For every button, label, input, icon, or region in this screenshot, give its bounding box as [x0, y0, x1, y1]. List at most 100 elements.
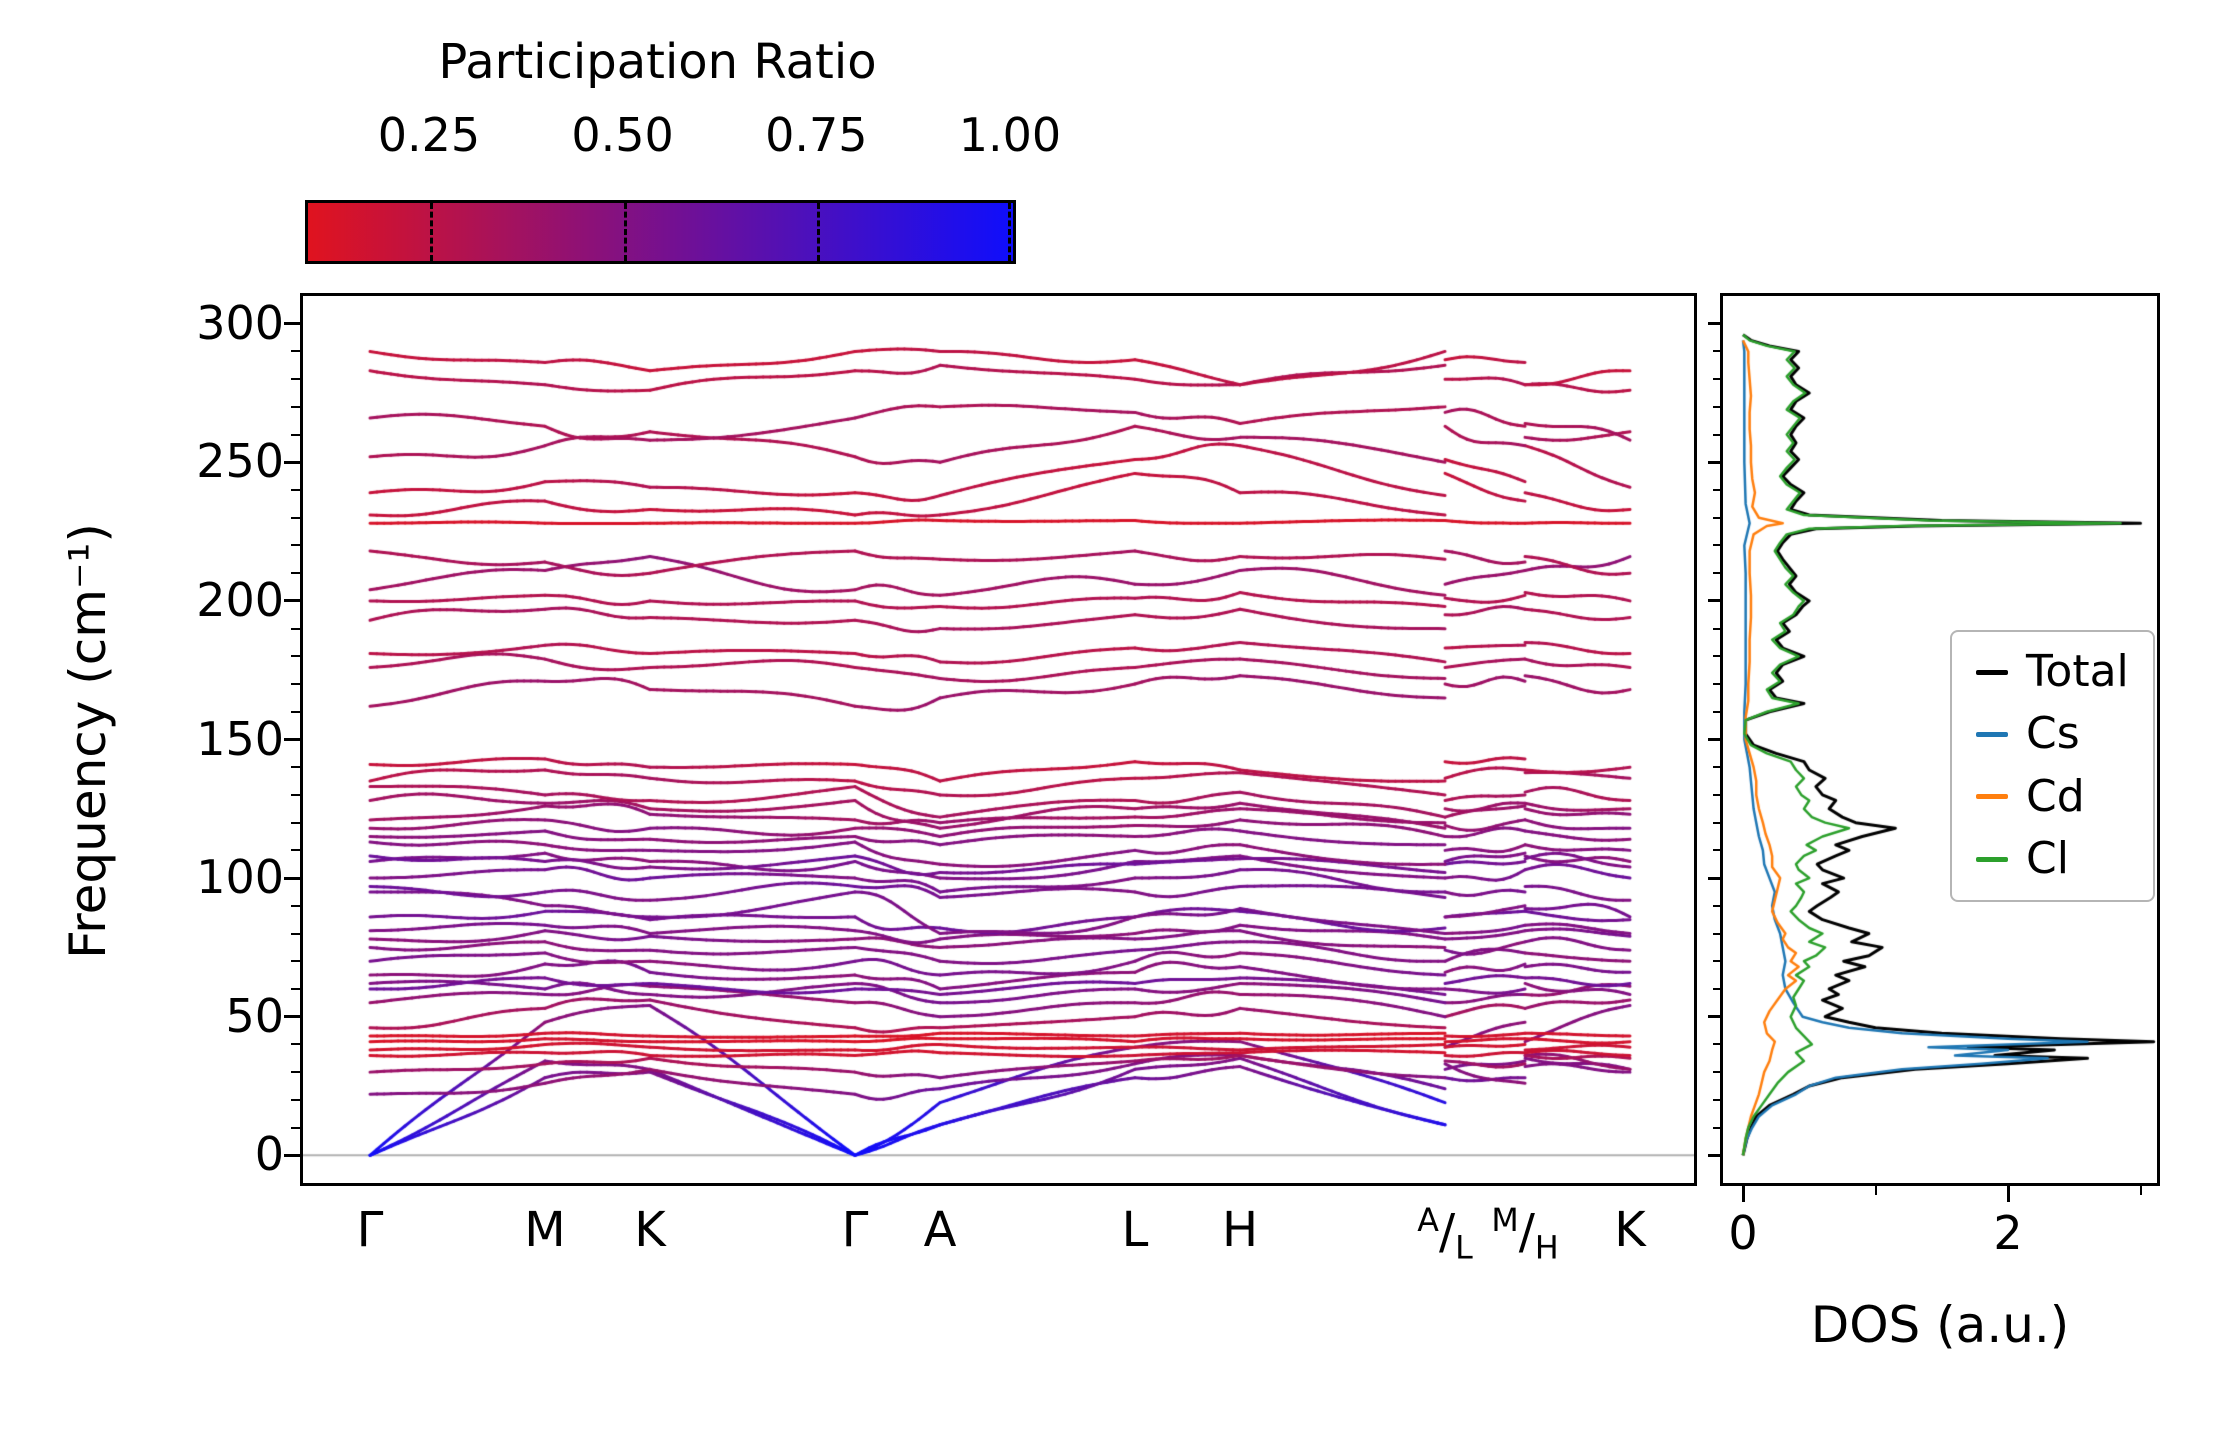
- y-minor-tick-mark: [1713, 544, 1720, 547]
- legend-label: Cs: [2026, 708, 2080, 760]
- kpoint-label: K: [1614, 1202, 1646, 1258]
- y-minor-tick-mark: [1713, 710, 1720, 713]
- y-tick-mark: [1708, 876, 1720, 880]
- y-tick-mark: [1708, 322, 1720, 326]
- y-minor-tick-mark: [291, 544, 300, 547]
- y-tick-label: 0: [254, 1127, 284, 1182]
- legend-label: Cl: [2026, 833, 2069, 885]
- dos-x-tick-label: 0: [1728, 1206, 1758, 1260]
- y-minor-tick-mark: [291, 627, 300, 630]
- y-minor-tick-mark: [1713, 378, 1720, 381]
- y-tick-label: 50: [225, 988, 284, 1043]
- dos-x-tick-mark: [2006, 1186, 2010, 1202]
- frequency-axis-label: Frequency (cm⁻¹): [59, 523, 117, 959]
- y-tick-mark: [284, 876, 300, 880]
- y-minor-tick-mark: [1713, 350, 1720, 353]
- y-tick-mark: [1708, 599, 1720, 603]
- y-minor-tick-mark: [291, 516, 300, 519]
- colorbar-tick-label: 0.75: [765, 108, 868, 162]
- legend-item-cl: Cl: [1976, 833, 2129, 885]
- y-minor-tick-mark: [291, 572, 300, 575]
- colorbar-title: Participation Ratio: [438, 34, 877, 90]
- dos-legend: Total Cs Cd Cl: [1950, 630, 2155, 902]
- y-minor-tick-mark: [1713, 627, 1720, 630]
- colorbar-tick-label: 0.50: [571, 108, 674, 162]
- y-minor-tick-mark: [291, 350, 300, 353]
- y-minor-tick-mark: [1713, 655, 1720, 658]
- y-minor-tick-mark: [291, 433, 300, 436]
- legend-label: Total: [2026, 646, 2129, 697]
- y-minor-tick-mark: [291, 378, 300, 381]
- dos-axis-label: DOS (a.u.): [1810, 1296, 2070, 1354]
- y-tick-mark: [284, 599, 300, 603]
- kpoint-label: H: [1221, 1202, 1259, 1258]
- y-tick-label: 150: [196, 711, 284, 766]
- y-minor-tick-mark: [291, 405, 300, 408]
- y-minor-tick-mark: [1713, 960, 1720, 963]
- y-minor-tick-mark: [291, 1071, 300, 1074]
- y-tick-label: 250: [196, 434, 284, 489]
- y-minor-tick-mark: [291, 960, 300, 963]
- y-minor-tick-mark: [1713, 821, 1720, 824]
- y-tick-label: 100: [196, 850, 284, 905]
- legend-item-cd: Cd: [1976, 770, 2129, 822]
- y-minor-tick-mark: [1713, 572, 1720, 575]
- y-minor-tick-mark: [1713, 1071, 1720, 1074]
- kpoint-label: M/H: [1491, 1203, 1559, 1267]
- y-tick-mark: [284, 322, 300, 326]
- y-minor-tick-mark: [291, 683, 300, 686]
- y-minor-tick-mark: [1713, 766, 1720, 769]
- y-tick-mark: [284, 1015, 300, 1019]
- y-minor-tick-mark: [1713, 433, 1720, 436]
- legend-item-cs: Cs: [1976, 708, 2129, 760]
- y-tick-mark: [284, 460, 300, 464]
- kpoint-label: L: [1121, 1202, 1149, 1258]
- y-minor-tick-mark: [1713, 849, 1720, 852]
- y-minor-tick-mark: [291, 766, 300, 769]
- y-minor-tick-mark: [1713, 932, 1720, 935]
- kpoint-label: M: [524, 1202, 566, 1258]
- y-minor-tick-mark: [291, 1126, 300, 1129]
- y-minor-tick-mark: [1713, 987, 1720, 990]
- legend-label: Cd: [2026, 770, 2085, 822]
- y-minor-tick-mark: [1713, 1126, 1720, 1129]
- kpoint-label: K: [634, 1202, 666, 1258]
- y-minor-tick-mark: [291, 932, 300, 935]
- y-tick-mark: [284, 1153, 300, 1157]
- y-tick-mark: [284, 738, 300, 741]
- y-minor-tick-mark: [291, 904, 300, 907]
- dos-x-minor-tick-mark: [1874, 1186, 1877, 1195]
- y-minor-tick-mark: [1713, 1098, 1720, 1101]
- y-minor-tick-mark: [291, 489, 300, 492]
- kpoint-label: Γ: [841, 1202, 869, 1258]
- dos-x-tick-mark: [1741, 1186, 1745, 1202]
- y-minor-tick-mark: [291, 1098, 300, 1101]
- y-minor-tick-mark: [1713, 405, 1720, 408]
- y-minor-tick-mark: [1713, 489, 1720, 492]
- y-tick-mark: [1708, 1153, 1720, 1157]
- y-tick-mark: [1708, 1015, 1720, 1019]
- y-minor-tick-mark: [291, 655, 300, 658]
- y-minor-tick-mark: [291, 710, 300, 713]
- participation-ratio-colorbar: [305, 200, 1016, 264]
- legend-item-total: Total: [1976, 646, 2129, 697]
- y-tick-mark: [1708, 738, 1720, 741]
- y-minor-tick-mark: [1713, 516, 1720, 519]
- kpoint-label: Γ: [356, 1202, 384, 1258]
- dos-panel: [1720, 293, 2160, 1186]
- band-structure-canvas: [303, 296, 1694, 1183]
- legend-marker: [1976, 669, 2008, 675]
- kpoint-label: A: [923, 1202, 957, 1258]
- y-minor-tick-mark: [291, 1043, 300, 1046]
- y-minor-tick-mark: [291, 849, 300, 852]
- colorbar-tick-mark: [817, 203, 821, 261]
- y-minor-tick-mark: [1713, 1043, 1720, 1046]
- legend-marker: [1976, 732, 2008, 738]
- dos-x-minor-tick-mark: [2139, 1186, 2142, 1195]
- y-minor-tick-mark: [291, 987, 300, 990]
- y-tick-label: 300: [196, 295, 284, 350]
- legend-marker: [1976, 794, 2008, 800]
- colorbar-tick-label: 0.25: [377, 108, 481, 162]
- y-tick-label: 200: [196, 572, 284, 627]
